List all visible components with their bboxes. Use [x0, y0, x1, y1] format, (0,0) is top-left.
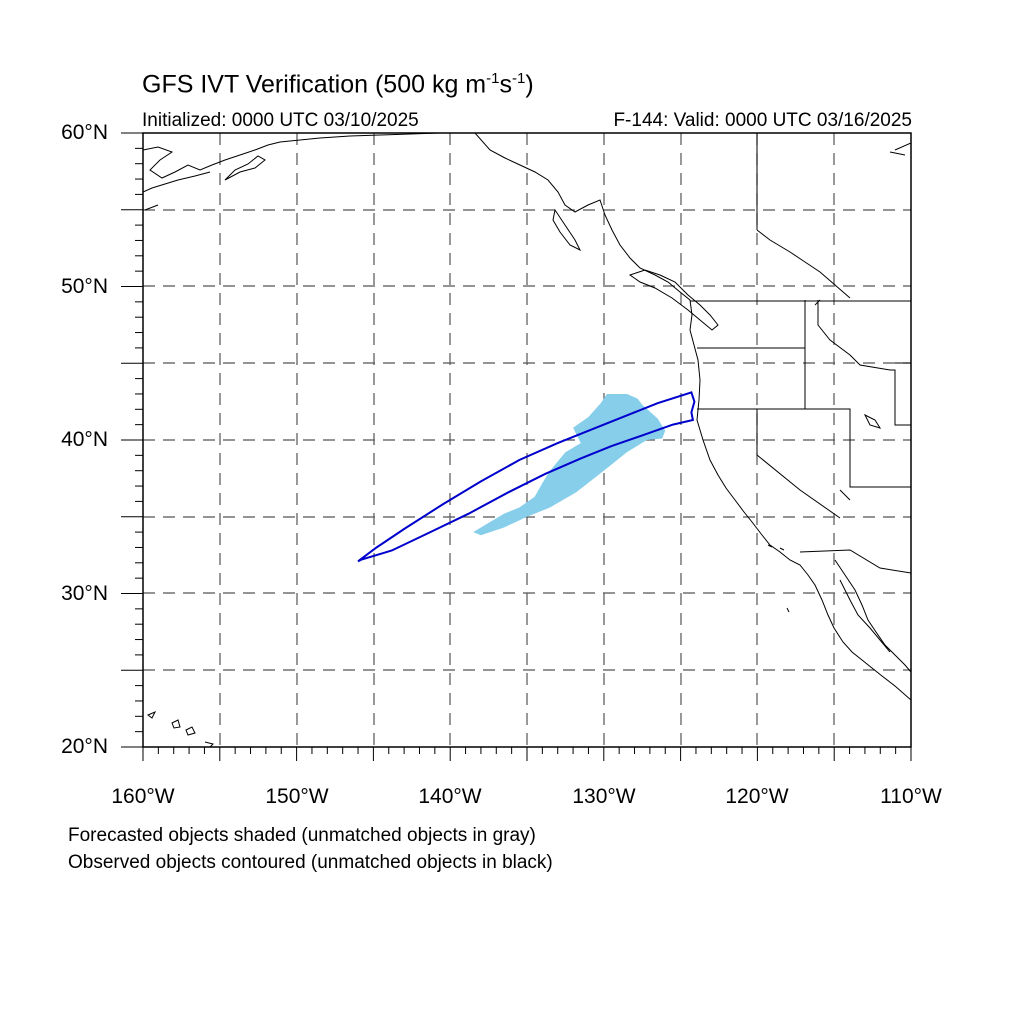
legend-observed-note: Observed objects contoured (unmatched ob… [68, 852, 553, 873]
lon-label-120w: 120°W [725, 785, 789, 808]
lat-label-40: 40°N [61, 428, 108, 451]
lon-label-150w: 150°W [265, 785, 329, 808]
axis-ticks [121, 132, 912, 761]
valid-time-label: F-144: Valid: 0000 UTC 03/16/2025 [613, 110, 912, 131]
grid-lines [143, 133, 911, 747]
lat-label-60: 60°N [61, 121, 108, 144]
baja-peninsula [834, 559, 911, 673]
map-title: GFS IVT Verification (500 kg m-1s-1) [142, 70, 534, 99]
lon-label-110w: 110°W [880, 785, 942, 808]
lat-label-20: 20°N [61, 735, 108, 758]
legend-forecast-note: Forecasted objects shaded (unmatched obj… [68, 825, 536, 846]
forecast-object-shaded [473, 394, 666, 536]
coastline-layer [143, 133, 911, 747]
alaska-coastline [143, 133, 441, 179]
gulf-coast [839, 579, 891, 653]
alaska-peninsula [143, 171, 211, 193]
lon-label-130w: 130°W [572, 785, 636, 808]
lon-label-140w: 140°W [418, 785, 482, 808]
observed-object-contour [357, 391, 696, 563]
lat-label-50: 50°N [61, 275, 108, 298]
north-america-coastline [474, 133, 911, 701]
lon-label-160w: 160°W [111, 785, 175, 808]
lat-label-30: 30°N [61, 582, 108, 605]
state-boundaries [697, 133, 911, 574]
init-time-label: Initialized: 0000 UTC 03/10/2025 [142, 110, 419, 131]
